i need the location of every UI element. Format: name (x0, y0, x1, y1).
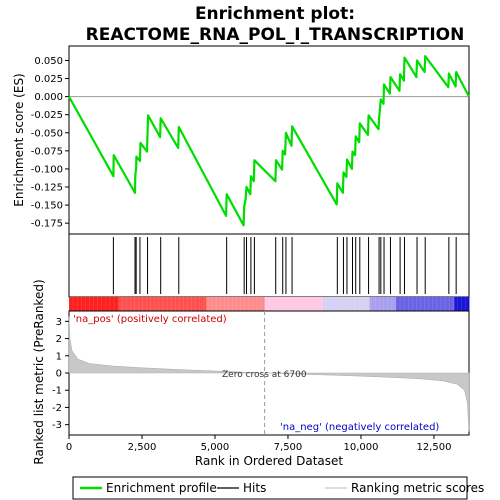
enrichment-profile-line (68, 55, 470, 227)
x-axis: 0 2,500 5,000 7,500 10,000 12,500 (66, 435, 451, 453)
positive-correlation-label: 'na_pos' (positively correlated) (73, 314, 227, 325)
zero-cross-label: Zero cross at 6700 (222, 370, 307, 380)
es-panel-frame (68, 45, 470, 235)
es-y-tick-label: 0.050 (34, 56, 63, 67)
x-tick-label: 12,500 (416, 442, 451, 453)
rank-bar-segment (206, 297, 266, 311)
x-tick-label: 7,500 (274, 442, 303, 453)
hits-markers (112, 237, 457, 294)
es-y-tick-label: -0.075 (31, 146, 63, 157)
metric-y-tick-label: -1 (52, 386, 62, 397)
metric-y-axis: 3 2 1 0 -1 -2 -3 (52, 317, 69, 431)
rank-bar-segment (396, 297, 455, 311)
legend: Enrichment profile Hits Ranking metric sco… (72, 476, 484, 500)
rank-color-bar (68, 297, 470, 311)
legend-label: Ranking metric scores (351, 481, 484, 495)
rank-bar-segment (323, 297, 371, 311)
legend-frame (72, 476, 468, 500)
rank-bar-segment (118, 297, 207, 311)
legend-label: Hits (243, 481, 266, 495)
metric-y-tick-label: -3 (52, 420, 62, 431)
enrichment-profile-path (68, 55, 470, 227)
es-y-tick-label: -0.125 (31, 183, 63, 194)
ranking-metric-fill (68, 316, 470, 432)
x-tick-label: 0 (66, 442, 72, 453)
es-y-tick-label: 0.025 (34, 74, 63, 85)
es-y-tick-label: -0.050 (31, 128, 63, 139)
metric-y-tick-label: -2 (52, 403, 62, 414)
es-y-tick-label: -0.100 (31, 164, 63, 175)
metric-y-tick-label: 3 (56, 317, 62, 328)
metric-y-tick-label: 0 (56, 369, 62, 380)
es-y-axis-label: Enrichment score (ES) (12, 73, 26, 206)
es-y-tick-label: -0.175 (31, 219, 63, 230)
chart-title: Enrichment plot: REACTOME_RNA_POL_I_TRAN… (86, 4, 465, 45)
metric-y-tick-label: 2 (56, 334, 62, 345)
es-y-tick-label: 0.000 (34, 92, 63, 103)
rank-bar-segment (264, 297, 324, 311)
legend-label: Enrichment profile (106, 481, 217, 495)
es-y-tick-label: -0.025 (31, 110, 63, 121)
rank-bar-segment (369, 297, 397, 311)
hits-panel-frame (68, 233, 470, 298)
metric-y-tick-label: 1 (56, 351, 62, 362)
x-tick-label: 10,000 (343, 442, 378, 453)
rank-bar-segment (454, 297, 470, 311)
chart-title-line-1: Enrichment plot: (195, 4, 355, 24)
x-tick-label: 5,000 (201, 442, 230, 453)
ranking-metric-area (68, 316, 470, 432)
metric-y-axis-label: Ranked list metric (PreRanked) (32, 279, 46, 464)
es-y-axis: 0.050 0.025 0.000 -0.025 -0.050 -0.075 -0.100 -… (31, 56, 69, 230)
rank-bar-segment (69, 297, 120, 311)
es-y-tick-label: -0.150 (31, 201, 63, 212)
x-axis-label: Rank in Ordered Dataset (195, 454, 343, 468)
chart-title-line-2: REACTOME_RNA_POL_I_TRANSCRIPTION (86, 25, 465, 45)
negative-correlation-label: 'na_neg' (negatively correlated) (280, 422, 439, 433)
x-tick-label: 2,500 (128, 442, 157, 453)
